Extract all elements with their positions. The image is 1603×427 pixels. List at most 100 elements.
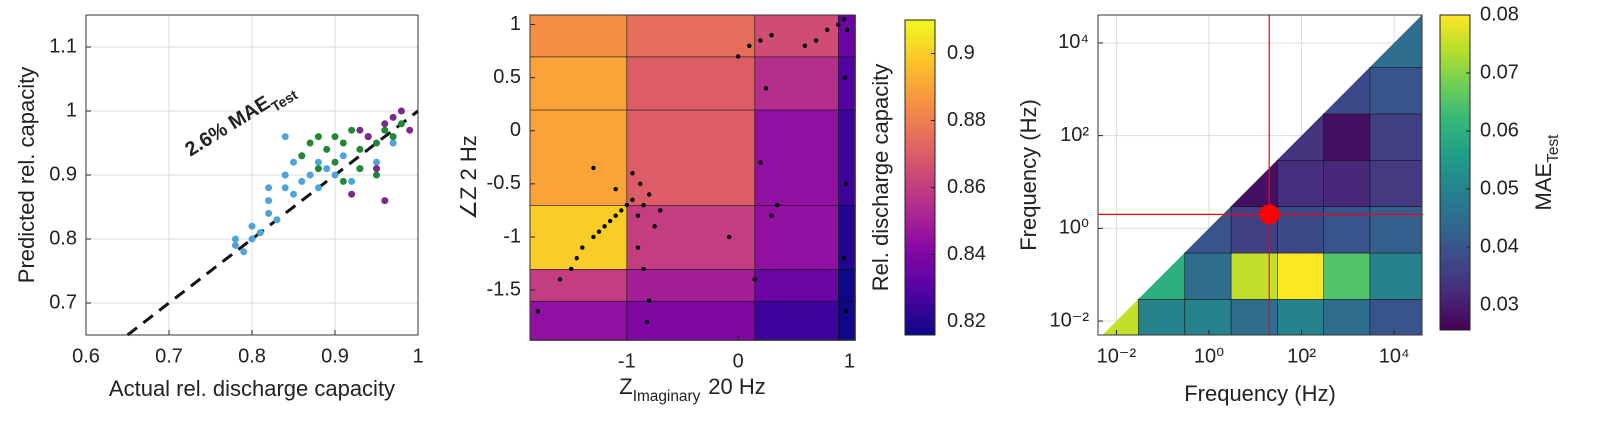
colorbar-frame bbox=[904, 19, 936, 336]
colorbar-swatch bbox=[1440, 243, 1470, 248]
x-tick-label: 1 bbox=[844, 350, 855, 372]
colorbar-tick-label: 0.03 bbox=[1480, 293, 1519, 315]
colorbar-swatch bbox=[905, 79, 935, 84]
x-tick-label: 10⁰ bbox=[1194, 345, 1224, 367]
colorbar-swatch bbox=[1440, 148, 1470, 154]
colorbar-swatch bbox=[905, 252, 935, 257]
colorbar-swatch bbox=[1440, 26, 1470, 32]
heat-cell bbox=[1323, 298, 1371, 335]
point bbox=[348, 177, 356, 185]
colorbar-swatch bbox=[905, 303, 935, 308]
point bbox=[298, 177, 306, 185]
point bbox=[635, 245, 641, 250]
x-tick-label: 0.8 bbox=[238, 345, 266, 367]
point bbox=[658, 208, 663, 213]
point bbox=[281, 171, 289, 179]
colorbar-tick-label: 0.82 bbox=[947, 310, 986, 332]
heat-cell bbox=[1230, 298, 1279, 335]
point bbox=[841, 17, 847, 22]
heat-cell bbox=[754, 268, 840, 302]
point bbox=[290, 190, 297, 198]
colorbar-swatch bbox=[905, 130, 935, 135]
colorbar-tick-label: 0.9 bbox=[947, 42, 975, 64]
colorbar-swatch bbox=[905, 224, 935, 230]
colorbar-swatch bbox=[905, 323, 935, 328]
colorbar-swatch bbox=[905, 126, 935, 131]
point bbox=[339, 139, 347, 147]
heat-cell bbox=[838, 109, 856, 206]
x-axis-label: Actual rel. discharge capacity bbox=[109, 376, 395, 401]
heat-cell bbox=[1369, 205, 1422, 254]
colorbar-swatch bbox=[905, 228, 935, 234]
colorbar-swatch bbox=[905, 134, 935, 139]
point bbox=[646, 192, 652, 197]
x-axis-label-part: Z bbox=[619, 374, 632, 399]
point bbox=[591, 234, 596, 240]
colorbar-swatch bbox=[1440, 172, 1470, 177]
colorbar-swatch bbox=[1440, 196, 1470, 201]
point bbox=[331, 158, 339, 166]
axes-frame bbox=[85, 14, 419, 336]
colorbar-swatch bbox=[905, 153, 935, 159]
point bbox=[613, 186, 618, 192]
colorbar-swatch bbox=[905, 189, 935, 194]
y-axis-label: Frequency (Hz) bbox=[1016, 99, 1041, 251]
x-tick-label: -1 bbox=[618, 350, 636, 372]
heat-cell bbox=[754, 109, 840, 206]
point bbox=[248, 222, 256, 230]
point bbox=[727, 234, 732, 240]
point bbox=[613, 213, 618, 218]
heat-cell bbox=[838, 300, 856, 341]
point bbox=[389, 113, 397, 121]
colorbar-swatch bbox=[1440, 239, 1470, 244]
colorbar-label-part: Test bbox=[1545, 134, 1562, 163]
point bbox=[769, 213, 774, 218]
colorbar-swatch bbox=[1440, 188, 1470, 193]
point bbox=[323, 145, 331, 153]
colorbar-tick-label: 0.86 bbox=[947, 176, 986, 198]
colorbar-tick-label: 0.06 bbox=[1480, 119, 1519, 141]
colorbar-swatch bbox=[1440, 18, 1470, 24]
point bbox=[356, 145, 364, 153]
colorbar-swatch bbox=[1440, 34, 1470, 40]
colorbar-swatch bbox=[1440, 235, 1470, 240]
heat-cell bbox=[1369, 252, 1422, 300]
colorbar-swatch bbox=[905, 319, 935, 324]
point bbox=[646, 298, 652, 303]
colorbar-swatch bbox=[1440, 85, 1470, 91]
colorbar-swatch bbox=[905, 283, 935, 289]
colorbar-swatch bbox=[905, 177, 935, 182]
point bbox=[752, 277, 758, 282]
colorbar-swatch bbox=[905, 197, 935, 202]
colorbar-swatch bbox=[905, 102, 935, 108]
colorbar-tick-label: 0.84 bbox=[947, 243, 986, 265]
heat-cell bbox=[838, 268, 856, 302]
colorbar-swatch bbox=[1440, 66, 1470, 71]
point bbox=[231, 235, 239, 243]
axes-frame bbox=[529, 14, 856, 341]
colorbar-swatch bbox=[1440, 15, 1470, 20]
colorbar-swatch bbox=[1440, 129, 1470, 134]
point bbox=[389, 133, 397, 141]
point bbox=[240, 248, 248, 256]
colorbar-swatch bbox=[905, 295, 935, 301]
y-tick-label: 0.8 bbox=[49, 227, 77, 249]
colorbar-swatch bbox=[1440, 270, 1470, 276]
colorbar-swatch bbox=[1440, 22, 1470, 28]
colorbar-swatch bbox=[905, 75, 935, 80]
colorbar-swatch bbox=[1440, 89, 1470, 95]
heat-cell bbox=[1323, 252, 1371, 300]
point bbox=[635, 213, 641, 218]
colorbar-swatch bbox=[905, 83, 935, 88]
point bbox=[641, 266, 646, 272]
colorbar-swatch bbox=[905, 331, 935, 336]
colorbar-swatch bbox=[905, 138, 935, 143]
colorbar-swatch bbox=[1440, 144, 1470, 150]
colorbar-swatch bbox=[1440, 54, 1470, 59]
colorbar-swatch bbox=[1440, 58, 1470, 63]
colorbar-swatch bbox=[1440, 125, 1470, 130]
colorbar-swatch bbox=[905, 20, 935, 25]
colorbar-swatch bbox=[905, 299, 935, 304]
colorbar-swatch bbox=[1440, 133, 1470, 138]
